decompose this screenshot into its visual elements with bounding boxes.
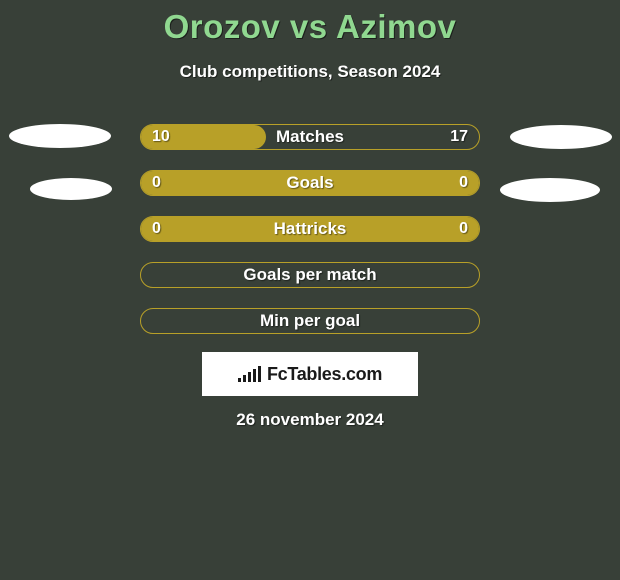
stat-row-goals: 0 0 Goals — [0, 170, 620, 198]
stat-row-min-per-goal: Min per goal — [0, 308, 620, 336]
comparison-content: 10 17 Matches 0 0 Goals 0 0 Hattricks Go… — [0, 124, 620, 354]
bar-track — [140, 170, 480, 196]
stat-row-goals-per-match: Goals per match — [0, 262, 620, 290]
brand-logo: FcTables.com — [202, 352, 418, 396]
stat-row-matches: 10 17 Matches — [0, 124, 620, 152]
page-subtitle: Club competitions, Season 2024 — [0, 62, 620, 82]
stat-row-hattricks: 0 0 Hattricks — [0, 216, 620, 244]
bar-track — [140, 308, 480, 334]
bar-fill-full — [141, 217, 479, 241]
logo-text: FcTables.com — [267, 364, 382, 385]
bar-fill-full — [141, 171, 479, 195]
bar-track — [140, 124, 480, 150]
bar-track — [140, 216, 480, 242]
generated-date: 26 november 2024 — [0, 410, 620, 430]
bar-fill-left — [141, 125, 266, 149]
bar-track — [140, 262, 480, 288]
page-title: Orozov vs Azimov — [0, 0, 620, 46]
logo-bars-icon — [238, 366, 261, 382]
